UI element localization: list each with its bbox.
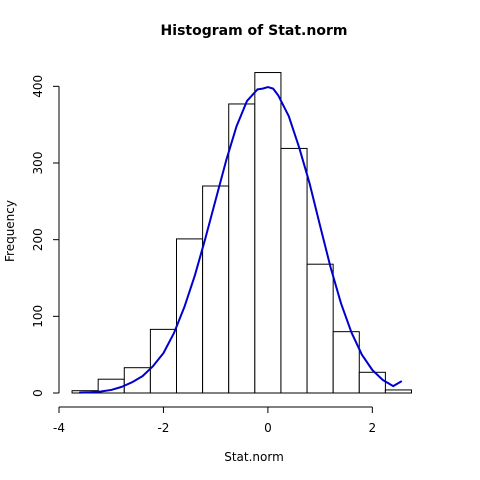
x-axis-label: Stat.norm xyxy=(224,450,284,464)
y-tick-label: 0 xyxy=(31,389,45,397)
histogram-bar-8 xyxy=(254,72,282,394)
x-tick-label: -4 xyxy=(53,421,65,435)
histogram-bars xyxy=(71,72,412,394)
y-tick-label: 200 xyxy=(31,228,45,251)
x-tick-label: 2 xyxy=(369,421,377,435)
x-tick-label: 0 xyxy=(264,421,272,435)
density-curve-line xyxy=(78,86,403,394)
histogram-bar-10 xyxy=(306,263,334,394)
histogram-bar-7 xyxy=(228,103,256,394)
y-axis: 0 100 200 300 400 xyxy=(31,75,60,397)
density-curve-group xyxy=(78,86,403,394)
chart-title: Histogram of Stat.norm xyxy=(161,23,348,39)
y-tick-label: 100 xyxy=(31,305,45,328)
x-tick-label: -2 xyxy=(157,421,169,435)
x-axis: -4 -2 0 2 xyxy=(53,406,377,435)
y-tick-label: 300 xyxy=(31,152,45,175)
y-tick-label: 400 xyxy=(31,75,45,98)
y-axis-label: Frequency xyxy=(3,200,17,262)
histogram-bar-12 xyxy=(358,371,386,394)
histogram-bar-9 xyxy=(280,147,308,394)
histogram-bar-4 xyxy=(149,328,177,394)
histogram-bar-13 xyxy=(384,389,412,394)
histogram-bar-6 xyxy=(202,185,230,394)
